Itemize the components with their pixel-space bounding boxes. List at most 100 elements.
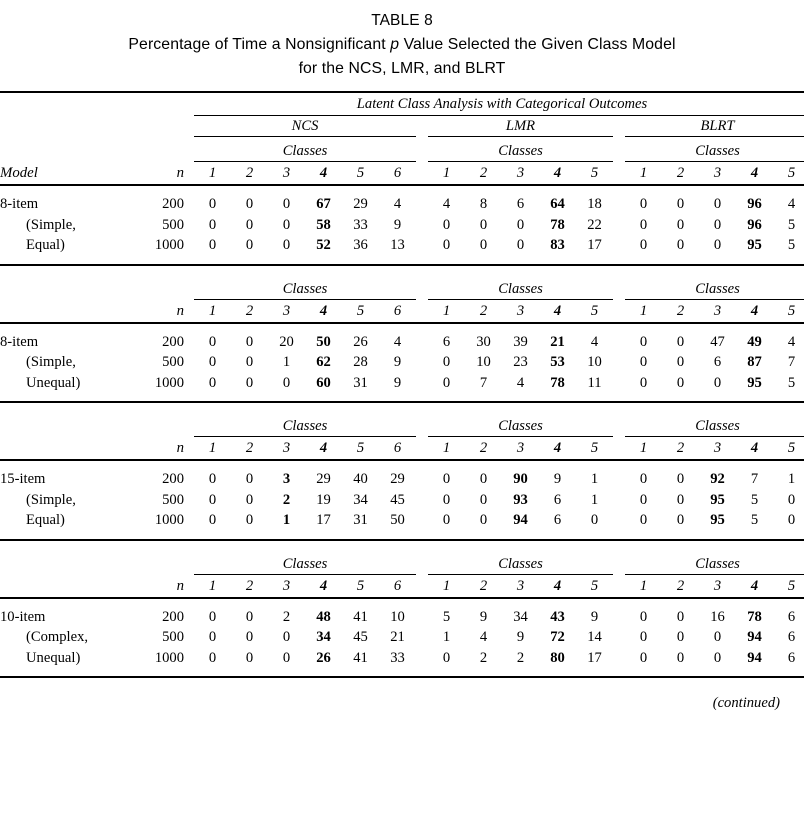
super-group-gap — [184, 92, 194, 115]
cell-lmr-class4: 78 — [550, 216, 565, 233]
cell-ncs-class2: 0 — [245, 374, 254, 391]
classes-rule-4-lmr — [428, 573, 613, 575]
cell-lmr-class1: 5 — [442, 608, 451, 625]
cell-lmr-class4: 6 — [553, 512, 562, 528]
block-bottom-spacer-1 — [0, 393, 804, 401]
cell-blrt-class2: 0 — [676, 512, 685, 528]
classes-rule-2-lmr — [428, 298, 613, 300]
caption-p-italic: p — [390, 36, 400, 53]
cell-ncs-class1: 0 — [208, 196, 217, 212]
row-gap-0-3-0 — [184, 607, 194, 628]
cell-lmr-class1: 1 — [442, 629, 451, 645]
cell-lmr-class1: 4 — [442, 196, 451, 212]
cell-ncs-class5: 28 — [353, 354, 368, 370]
cell-ncs-class6: 29 — [390, 471, 405, 487]
row-model-label: 15-item — [0, 471, 46, 487]
header-class-ncs-5: 5 — [356, 577, 365, 594]
classes-label-blrt: Classes — [695, 418, 740, 434]
row-gap-2-3-2 — [613, 648, 625, 669]
cell-lmr-class3: 94 — [513, 512, 528, 528]
row-gap-0-1-0 — [184, 332, 194, 353]
classes-label-blrt: Classes — [695, 280, 740, 297]
row-gap-1-3-1 — [416, 627, 428, 648]
group-name-gap-2 — [613, 116, 625, 137]
group-name-rule-0-lmr — [428, 136, 613, 137]
cell-lmr-class4: 72 — [550, 629, 565, 645]
cell-blrt-class5: 0 — [787, 491, 796, 508]
cell-blrt-class5: 4 — [787, 333, 796, 350]
header-class-blrt-1: 1 — [639, 165, 648, 181]
header-class-ncs-5: 5 — [356, 165, 365, 181]
row-gap-1-1-0 — [416, 332, 428, 353]
header-class-ncs-4: 4 — [319, 165, 328, 181]
cell-blrt-class1: 0 — [639, 608, 648, 625]
cell-ncs-class6: 9 — [393, 354, 402, 370]
header-class-ncs-2: 2 — [245, 440, 254, 456]
classes-rule-0-blrt — [625, 161, 804, 162]
group-name-rule-0 — [0, 136, 804, 137]
cell-lmr-class5: 9 — [590, 608, 599, 625]
row-n-value: 200 — [162, 471, 184, 487]
cell-ncs-class2: 0 — [245, 471, 254, 487]
row-model-label: (Simple, — [26, 491, 76, 508]
table-row: 10-item 200 0 0 2 48 41 10 5 9 34 43 9 0 0 16 78 6 — [0, 607, 804, 628]
group-name-rule-0-blrt — [625, 136, 804, 137]
row-gap-0-3-2 — [184, 648, 194, 669]
cell-blrt-class2: 0 — [676, 649, 685, 666]
classes-rule-4-ncs — [194, 573, 416, 575]
caption-part-pre: Percentage of Time a Nonsignificant — [128, 36, 391, 53]
block-rows-spacer-0-cell — [0, 185, 804, 194]
class-number-row: n 1 2 3 4 5 6 1 2 3 4 5 1 2 3 4 5 — [0, 299, 804, 322]
block-top-spacer-3 — [0, 540, 804, 554]
cell-ncs-class6: 21 — [390, 629, 405, 645]
cell-ncs-class2: 0 — [245, 196, 254, 212]
classnum-gap-2-4 — [613, 574, 625, 597]
cell-ncs-class3: 1 — [282, 512, 291, 528]
cell-ncs-class4: 50 — [316, 333, 331, 350]
classes-rule-3-blrt — [625, 436, 804, 437]
cell-blrt-class2: 0 — [676, 374, 685, 391]
cell-blrt-class4: 87 — [747, 354, 762, 370]
cell-blrt-class5: 4 — [787, 196, 796, 212]
header-class-blrt-4: 4 — [750, 577, 759, 594]
cell-ncs-class4: 26 — [316, 649, 331, 666]
row-gap-0-0-2 — [184, 235, 194, 256]
cell-blrt-class1: 0 — [639, 196, 648, 212]
cell-lmr-class5: 1 — [590, 491, 599, 508]
classes-pad-4 — [0, 554, 184, 574]
cell-ncs-class6: 33 — [390, 649, 405, 666]
row-model-label: 8-item — [0, 333, 39, 350]
row-gap-2-2-2 — [613, 510, 625, 531]
block-rows-spacer-1-cell — [0, 323, 804, 332]
table-row: 8-item 200 0 0 20 50 26 4 6 30 39 21 4 0 0 47 49 4 — [0, 332, 804, 353]
block-top-spacer-3-cell — [0, 540, 804, 554]
row-gap-1-0-0 — [416, 194, 428, 215]
cell-blrt-class5: 6 — [787, 649, 796, 666]
cell-ncs-class3: 2 — [282, 491, 291, 508]
header-class-lmr-5: 5 — [590, 577, 599, 594]
block-rows-spacer-3 — [0, 598, 804, 607]
classes-gap-1-3 — [416, 416, 428, 436]
cell-blrt-class4: 5 — [750, 512, 759, 528]
cell-blrt-class5: 6 — [787, 608, 796, 625]
cell-blrt-class3: 0 — [713, 237, 722, 253]
row-n-value: 500 — [162, 491, 184, 508]
cell-ncs-class2: 0 — [245, 512, 254, 528]
cell-lmr-class4: 43 — [550, 608, 565, 625]
header-class-ncs-6: 6 — [393, 577, 402, 594]
cell-ncs-class3: 0 — [282, 629, 291, 645]
classes-gap-0-4 — [184, 554, 194, 574]
row-gap-1-2-1 — [416, 490, 428, 511]
block-rows-spacer-2-cell — [0, 460, 804, 469]
row-gap-1-0-2 — [416, 235, 428, 256]
row-model-label: (Simple, — [26, 216, 76, 233]
header-class-blrt-2: 2 — [676, 165, 685, 181]
cell-lmr-class3: 4 — [516, 374, 525, 391]
cell-lmr-class1: 0 — [442, 471, 451, 487]
header-class-ncs-4: 4 — [319, 302, 328, 319]
table-row: Unequal) 1000 0 0 0 60 31 9 0 7 4 78 11 0 0 0 95 5 — [0, 373, 804, 394]
cell-ncs-class4: 60 — [316, 374, 331, 391]
group-name-gap-1 — [416, 116, 428, 137]
header-class-lmr-1: 1 — [442, 577, 451, 594]
row-gap-2-2-1 — [613, 490, 625, 511]
